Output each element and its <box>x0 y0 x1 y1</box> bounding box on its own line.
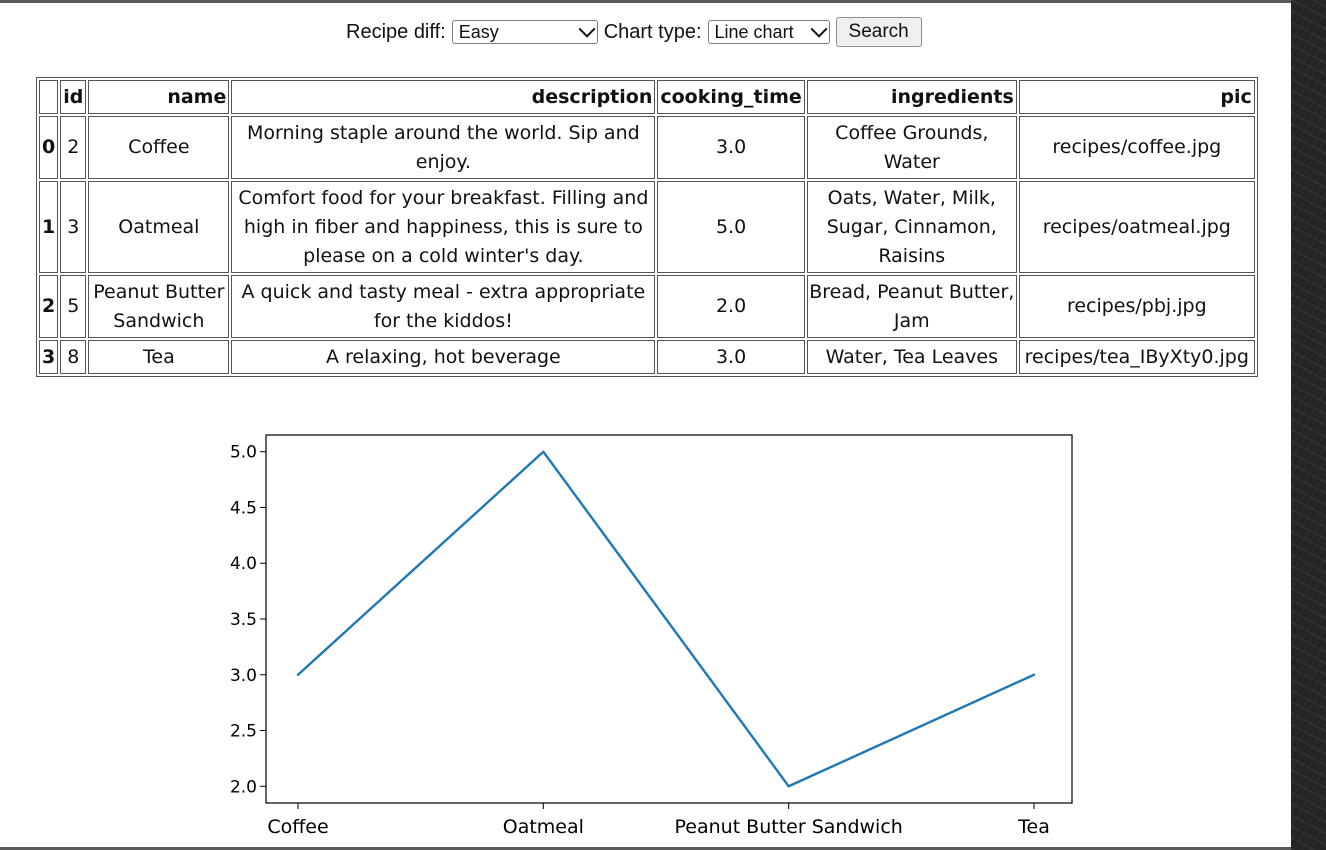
pic-cell: recipes/coffee.jpg <box>1018 116 1255 179</box>
x-tick-label: Tea <box>1017 816 1050 838</box>
y-tick-label: 3.0 <box>230 666 257 686</box>
id-cell: 3 <box>60 181 87 273</box>
pic-cell: recipes/oatmeal.jpg <box>1018 181 1255 273</box>
description-cell: Morning staple around the world. Sip and… <box>231 116 656 179</box>
recipe-diff-select[interactable]: Easy <box>451 20 598 44</box>
chart-type-value: Line chart <box>714 21 794 42</box>
search-button-label: Search <box>848 21 909 42</box>
id-header: id <box>60 80 87 114</box>
name-cell: Tea <box>88 340 230 374</box>
filter-controls: Recipe diff: Easy Chart type: Line chart… <box>346 17 922 47</box>
chart-type-label: Chart type: <box>603 20 702 43</box>
name-cell: Coffee <box>88 116 230 179</box>
search-button[interactable]: Search <box>835 17 922 47</box>
row-index: 2 <box>39 275 59 338</box>
x-tick-label: Coffee <box>267 816 328 838</box>
description-cell: A relaxing, hot beverage <box>231 340 656 374</box>
name-cell: Oatmeal <box>88 181 230 273</box>
ingredients-header: ingredients <box>806 80 1017 114</box>
description-cell: Comfort food for your breakfast. Filling… <box>231 181 656 273</box>
table-row: 0 2 Coffee Morning staple around the wor… <box>39 116 1255 179</box>
cooking-time-header: cooking_time <box>657 80 805 114</box>
line-chart: 2.0 2.5 3.0 3.5 4.0 4.5 5.0 Coffee Oatmeal Peanut… <box>230 434 1073 838</box>
x-tick-label: Oatmeal <box>503 816 584 838</box>
row-index: 1 <box>39 181 59 273</box>
ingredients-cell: Oats, Water, Milk, Sugar, Cinnamon, Rais… <box>806 181 1017 273</box>
table-row: 1 3 Oatmeal Comfort food for your breakf… <box>39 181 1255 273</box>
y-tick-label: 5.0 <box>230 443 257 463</box>
recipe-diff-value: Easy <box>458 21 499 42</box>
description-cell: A quick and tasty meal - extra appropria… <box>231 275 656 338</box>
id-cell: 2 <box>60 116 87 179</box>
y-tick-label: 2.0 <box>230 777 257 797</box>
row-index: 0 <box>39 116 59 179</box>
recipe-diff-label: Recipe diff: <box>346 20 446 43</box>
x-tick-label: Peanut Butter Sandwich <box>675 816 903 838</box>
pic-cell: recipes/pbj.jpg <box>1018 275 1255 338</box>
cooking-time-cell: 5.0 <box>657 181 805 273</box>
plot-frame <box>265 434 1073 804</box>
ingredients-cell: Bread, Peanut Butter, Jam <box>806 275 1017 338</box>
background-texture <box>1291 0 1326 850</box>
name-header: name <box>88 80 230 114</box>
chevron-down-icon <box>810 20 828 38</box>
cooking-time-chart: 2.0 2.5 3.0 3.5 4.0 4.5 5.0 Coffee Oatmeal Peanut… <box>196 425 1096 843</box>
row-index: 3 <box>39 340 59 374</box>
name-cell: Peanut Butter Sandwich <box>88 275 230 338</box>
ingredients-cell: Coffee Grounds, Water <box>806 116 1017 179</box>
pic-header: pic <box>1018 80 1255 114</box>
table-row: 3 8 Tea A relaxing, hot beverage 3.0 Wat… <box>39 340 1255 374</box>
ingredients-cell: Water, Tea Leaves <box>806 340 1017 374</box>
y-tick-label: 2.5 <box>230 722 257 742</box>
chevron-down-icon <box>578 20 596 38</box>
y-tick-label: 4.5 <box>230 498 257 518</box>
table-row: 2 5 Peanut Butter Sandwich A quick and t… <box>39 275 1255 338</box>
cooking-time-cell: 3.0 <box>657 116 805 179</box>
recipes-table: id name description cooking_time ingredi… <box>36 77 1258 377</box>
pic-cell: recipes/tea_IByXty0.jpg <box>1018 340 1255 374</box>
chart-type-select[interactable]: Line chart <box>707 20 830 44</box>
description-header: description <box>231 80 656 114</box>
id-cell: 8 <box>60 340 87 374</box>
table-header-row: id name description cooking_time ingredi… <box>39 80 1255 114</box>
cooking-time-series-line <box>296 450 1036 788</box>
y-tick-label: 3.5 <box>230 610 257 630</box>
index-header <box>39 80 59 114</box>
y-tick-label: 4.0 <box>230 554 257 574</box>
app-page: Recipe diff: Easy Chart type: Line chart… <box>0 0 1291 850</box>
bottom-divider <box>0 847 1291 850</box>
id-cell: 5 <box>60 275 87 338</box>
cooking-time-cell: 3.0 <box>657 340 805 374</box>
cooking-time-cell: 2.0 <box>657 275 805 338</box>
